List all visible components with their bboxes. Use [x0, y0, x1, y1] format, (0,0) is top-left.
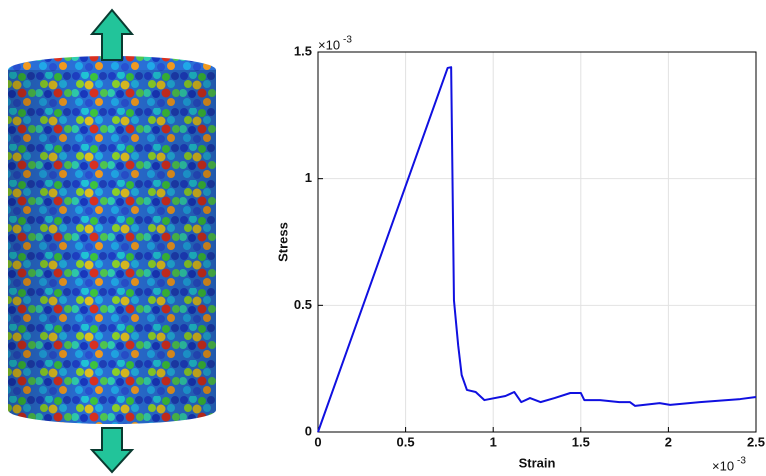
y-multiplier: ×10	[318, 37, 340, 52]
y-axis-label: Stress	[275, 222, 290, 262]
x-tick-label: 2	[665, 434, 672, 449]
x-tick-label: 2.5	[747, 434, 765, 449]
chart: Stress Strain ×10 -3 ×10 -3 0 0.5 1 1.5 2 2.5…	[275, 35, 765, 474]
data-line	[317, 66, 757, 433]
x-tick-label: 1.5	[572, 434, 590, 449]
y-exponent: -3	[343, 35, 352, 46]
y-tick-label: 1.5	[294, 43, 312, 58]
y-tick-label: 0	[305, 423, 312, 438]
x-tick-label: 0	[314, 434, 321, 449]
x-axis-label: Strain	[519, 455, 556, 470]
specimen	[8, 8, 216, 474]
x-exponent: -3	[737, 456, 746, 467]
y-tick-label: 1	[305, 170, 312, 185]
x-multiplier: ×10	[712, 458, 734, 473]
plot-frame	[317, 51, 757, 433]
y-tick-label: 0.5	[294, 297, 312, 312]
x-tick-label: 1	[490, 434, 497, 449]
x-tick-label: 0.5	[397, 434, 415, 449]
